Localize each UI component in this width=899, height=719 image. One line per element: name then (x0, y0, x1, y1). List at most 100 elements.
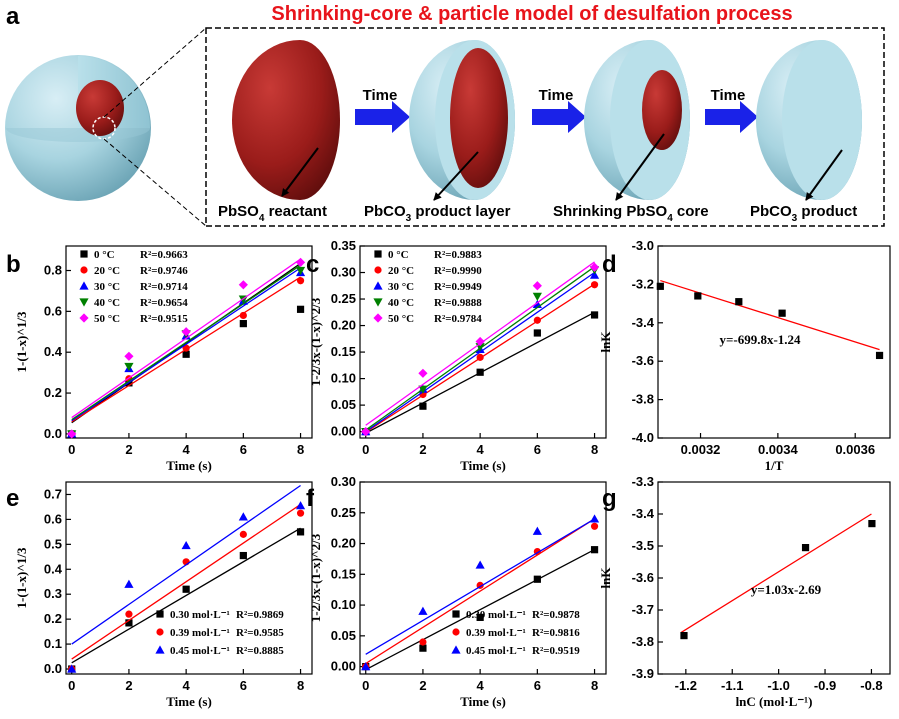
plot-frame (657, 481, 891, 675)
x-tick-label: 2 (419, 678, 426, 693)
chart-e: 0 2 4 6 8 0.0 0.1 0.2 0.3 0.4 0.5 0.6 0.7 Time (s) 1-(… (14, 481, 313, 709)
x-tick-label: 6 (534, 678, 541, 693)
x-axis-label: Time (s) (460, 694, 506, 709)
y-tick-label: -3.6 (632, 353, 654, 368)
legend-label: 40 °C (94, 297, 120, 309)
panel-label-e: e (6, 485, 19, 512)
y-tick-label: 0.2 (44, 385, 62, 400)
x-tick-label: 2 (125, 678, 132, 693)
legend-label: 0.45 mol·L⁻¹ (466, 645, 526, 657)
fit-line (680, 513, 872, 633)
plot-frame (657, 245, 891, 439)
data-point (67, 664, 77, 673)
y-tick-label: -3.8 (632, 392, 654, 407)
particle-sphere-icon (5, 55, 151, 201)
legend-r2: R²=0.9515 (140, 313, 188, 325)
y-tick-label: 0.4 (44, 344, 63, 359)
data-point (124, 351, 134, 361)
x-tick-label: 6 (240, 442, 247, 457)
legend-r2: R²=0.8885 (236, 645, 284, 657)
y-tick-label: 0.1 (44, 636, 62, 651)
time-label-2: Time (539, 87, 574, 104)
y-tick-label: 0.6 (44, 303, 62, 318)
data-point (590, 281, 599, 289)
legend-marker (373, 298, 383, 307)
data-point (182, 344, 190, 352)
legend-label: 0.39 mol·L⁻¹ (466, 627, 526, 639)
x-tick-label: 4 (477, 678, 485, 693)
legend-marker (79, 281, 89, 290)
y-tick-label: 0.5 (44, 536, 62, 551)
caption-pbco3-product: PbCO3 product (750, 203, 857, 224)
legend-r2: R²=0.9784 (434, 313, 482, 325)
shrinking-core-icon (584, 40, 690, 201)
legend-label: 30 °C (388, 281, 414, 293)
x-tick-label: 8 (297, 678, 304, 693)
y-tick-label: 0.6 (44, 511, 62, 526)
x-tick-label: 6 (240, 678, 247, 693)
y-tick-label: 0.20 (331, 318, 356, 333)
x-tick-label: 0.0034 (758, 442, 799, 457)
x-tick-label: 0 (362, 442, 369, 457)
legend-label: 0.30 mol·L⁻¹ (170, 609, 230, 621)
data-point (296, 528, 305, 536)
data-point (475, 560, 485, 569)
legend-marker (374, 250, 382, 258)
data-point (418, 385, 428, 394)
legend-marker (156, 610, 164, 618)
caption-pbco3-layer: PbCO3 product layer (364, 203, 511, 224)
data-point (801, 544, 810, 552)
y-tick-label: 0.25 (331, 291, 356, 306)
plot-frame (65, 481, 313, 675)
data-point (875, 351, 884, 360)
y-tick-label: 0.30 (331, 265, 356, 280)
x-tick-label: -1.2 (675, 678, 697, 693)
y-tick-label: 0.35 (331, 238, 356, 253)
x-tick-label: 2 (125, 442, 132, 457)
chart-b: 0 2 4 6 8 0.0 0.2 0.4 0.6 0.8 Time (s) 1-(1-x)^1/3 0… (14, 245, 313, 473)
data-point (296, 509, 305, 517)
data-point (532, 281, 542, 291)
x-tick-label: 0.0032 (681, 442, 721, 457)
x-tick-label: 4 (183, 678, 191, 693)
data-point (181, 327, 191, 337)
data-point (239, 311, 247, 320)
y-tick-label: -3.3 (632, 474, 654, 489)
x-axis-label: Time (s) (166, 694, 212, 709)
y-tick-label: 0.0 (44, 661, 62, 676)
y-tick-label: 0.00 (331, 659, 356, 674)
x-tick-label: 0 (362, 678, 369, 693)
y-axis-label: lnK (598, 331, 613, 353)
legend-label: 20 °C (388, 265, 414, 277)
x-axis-label: Time (s) (166, 458, 212, 473)
plot-frame (359, 481, 607, 675)
caption-pbso4-reactant: PbSO4 reactant (218, 203, 327, 224)
legend-r2: R²=0.9654 (140, 297, 188, 309)
legend-marker (80, 266, 88, 274)
chart-c: 0 2 4 6 8 0.00 0.05 0.10 0.15 0.20 0.25 0.30 0.35 Tim… (308, 238, 607, 473)
y-tick-label: 0.10 (331, 371, 356, 386)
legend-label: 0 °C (94, 249, 115, 261)
y-axis-label: 1-2/3x-(1-x)^2/3 (308, 297, 323, 386)
y-tick-label: 0.0 (44, 426, 62, 441)
fit-line (71, 484, 301, 645)
y-axis-label: 1-2/3x-(1-x)^2/3 (308, 533, 323, 622)
x-tick-label: -0.9 (814, 678, 836, 693)
fit-equation: y=-699.8x-1.24 (719, 332, 801, 347)
data-point (361, 662, 371, 671)
data-point (735, 298, 743, 306)
y-tick-label: -4.0 (632, 430, 654, 445)
panel-label-d: d (602, 251, 617, 278)
legend-marker (155, 645, 165, 654)
legend-label: 50 °C (388, 313, 414, 325)
data-point (694, 292, 702, 300)
data-point (239, 530, 247, 538)
panel-label-a: a (6, 3, 20, 30)
panel-label-b: b (6, 251, 21, 278)
data-point (295, 257, 306, 267)
y-axis-label: lnK (598, 567, 613, 589)
data-point (125, 610, 133, 618)
data-point (419, 638, 427, 646)
legend-r2: R²=0.9888 (434, 297, 482, 309)
